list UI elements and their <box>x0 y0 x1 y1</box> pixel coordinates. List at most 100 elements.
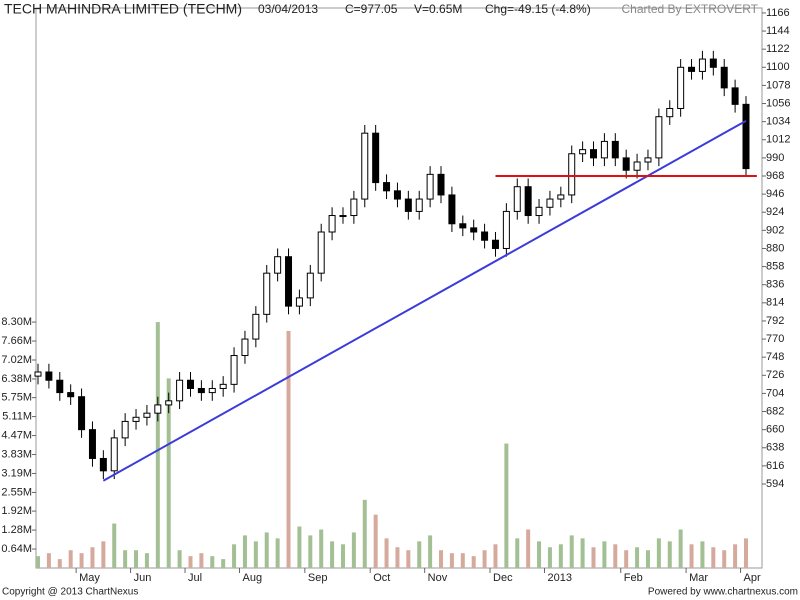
x-tick-label: Dec <box>493 572 513 584</box>
candle-body <box>208 387 216 394</box>
volume-tick-label: 7.66M <box>1 335 32 347</box>
candle-body <box>470 227 478 233</box>
volume-bar <box>722 550 727 568</box>
x-tick-label: Mar <box>689 572 708 584</box>
y-tick-label: 1078 <box>766 79 790 91</box>
candle-body <box>285 256 293 307</box>
candle-body <box>459 223 467 229</box>
y-tick-label: 1122 <box>766 43 790 55</box>
volume-bar <box>112 523 117 568</box>
candle-body <box>633 161 641 171</box>
y-tick-label: 924 <box>766 206 784 218</box>
volume-bar <box>134 550 139 568</box>
powered-by: Powered by www.chartnexus.com <box>648 587 798 598</box>
candle-body <box>579 149 587 155</box>
y-tick-label: 1034 <box>766 116 790 128</box>
volume-bar <box>635 547 640 568</box>
x-tick-label: Apr <box>744 572 761 584</box>
candle-body <box>698 58 706 72</box>
date: 03/04/2013 <box>258 2 318 16</box>
y-tick-label: 704 <box>766 387 784 399</box>
candle-body <box>99 457 107 472</box>
volume-bar <box>210 556 215 568</box>
volume-bar <box>558 544 563 568</box>
candle-body <box>535 206 543 217</box>
volume-bar <box>362 499 367 568</box>
candle-body <box>677 66 685 109</box>
candle-body <box>295 297 303 307</box>
volume-bar <box>460 553 465 568</box>
y-tick-label: 1100 <box>766 61 790 73</box>
volume-bar <box>733 544 738 568</box>
y-tick-label: 594 <box>766 478 784 490</box>
volume-tick-label: 0.64M <box>1 543 32 555</box>
volume-bar <box>188 556 193 568</box>
candle-body <box>437 173 445 196</box>
candle-body <box>448 194 456 225</box>
volume-tick-label: 5.75M <box>1 392 32 404</box>
volume-bar <box>166 378 171 568</box>
candle-body <box>143 412 151 418</box>
y-tick-label: 814 <box>766 297 784 309</box>
candle-body <box>372 132 380 184</box>
x-tick-label: Oct <box>373 572 390 584</box>
volume-bar <box>221 559 226 568</box>
candle-body <box>110 437 118 472</box>
y-tick-label: 990 <box>766 152 784 164</box>
volume-bar <box>232 544 237 568</box>
volume-bar <box>406 550 411 568</box>
volume-bar <box>36 556 40 568</box>
x-tick-label: Jun <box>134 572 152 584</box>
volume-bar <box>177 550 182 568</box>
candle-body <box>197 387 205 394</box>
candle-body <box>524 186 532 217</box>
x-tick-label: Feb <box>624 572 643 584</box>
volume-bar <box>308 535 313 568</box>
volume-tick-label: 4.47M <box>1 429 32 441</box>
x-tick-label: Sep <box>308 572 328 584</box>
candle-body <box>546 198 554 208</box>
volume-bar <box>46 553 51 568</box>
y-tick-label: 946 <box>766 188 784 200</box>
volume-bar <box>471 556 476 568</box>
x-tick-label: Jul <box>188 572 202 584</box>
x-tick-label: Nov <box>428 572 448 584</box>
volume-bar <box>330 541 335 568</box>
volume-bar <box>384 538 389 568</box>
candle-body <box>622 157 630 171</box>
volume-bar <box>744 538 748 568</box>
candle-body <box>350 198 358 217</box>
y-tick-label: 836 <box>766 279 784 291</box>
candle-body <box>404 198 412 212</box>
candle-body <box>491 239 499 249</box>
candle-body <box>88 429 96 459</box>
volume-bar <box>678 529 683 568</box>
volume-bar <box>351 532 356 568</box>
volume-bar <box>68 550 73 568</box>
volume-bar <box>319 529 324 568</box>
credit: Charted By EXTROVERT <box>622 2 759 16</box>
y-tick-label: 968 <box>766 170 784 182</box>
volume-bar <box>602 541 607 568</box>
volume-bar <box>591 547 596 568</box>
x-tick-label: 2013 <box>547 572 571 584</box>
candle-body <box>655 116 663 159</box>
candle-body <box>45 371 53 381</box>
candle-body <box>426 173 434 200</box>
y-tick-label: 770 <box>766 333 784 345</box>
candle-body <box>644 157 652 163</box>
y-tick-label: 748 <box>766 351 784 363</box>
candle-body <box>731 87 739 105</box>
candle-body <box>230 355 238 385</box>
volume-bar <box>199 553 204 568</box>
candle-body <box>241 338 249 357</box>
volume-bar <box>417 541 422 568</box>
volume-tick-label: 3.19M <box>1 467 32 479</box>
volume-bar <box>101 541 106 568</box>
candle-body <box>709 58 717 68</box>
volume-bar <box>482 550 487 568</box>
y-tick-label: 638 <box>766 442 784 454</box>
candle-body <box>513 186 521 212</box>
volume-bar <box>645 550 650 568</box>
